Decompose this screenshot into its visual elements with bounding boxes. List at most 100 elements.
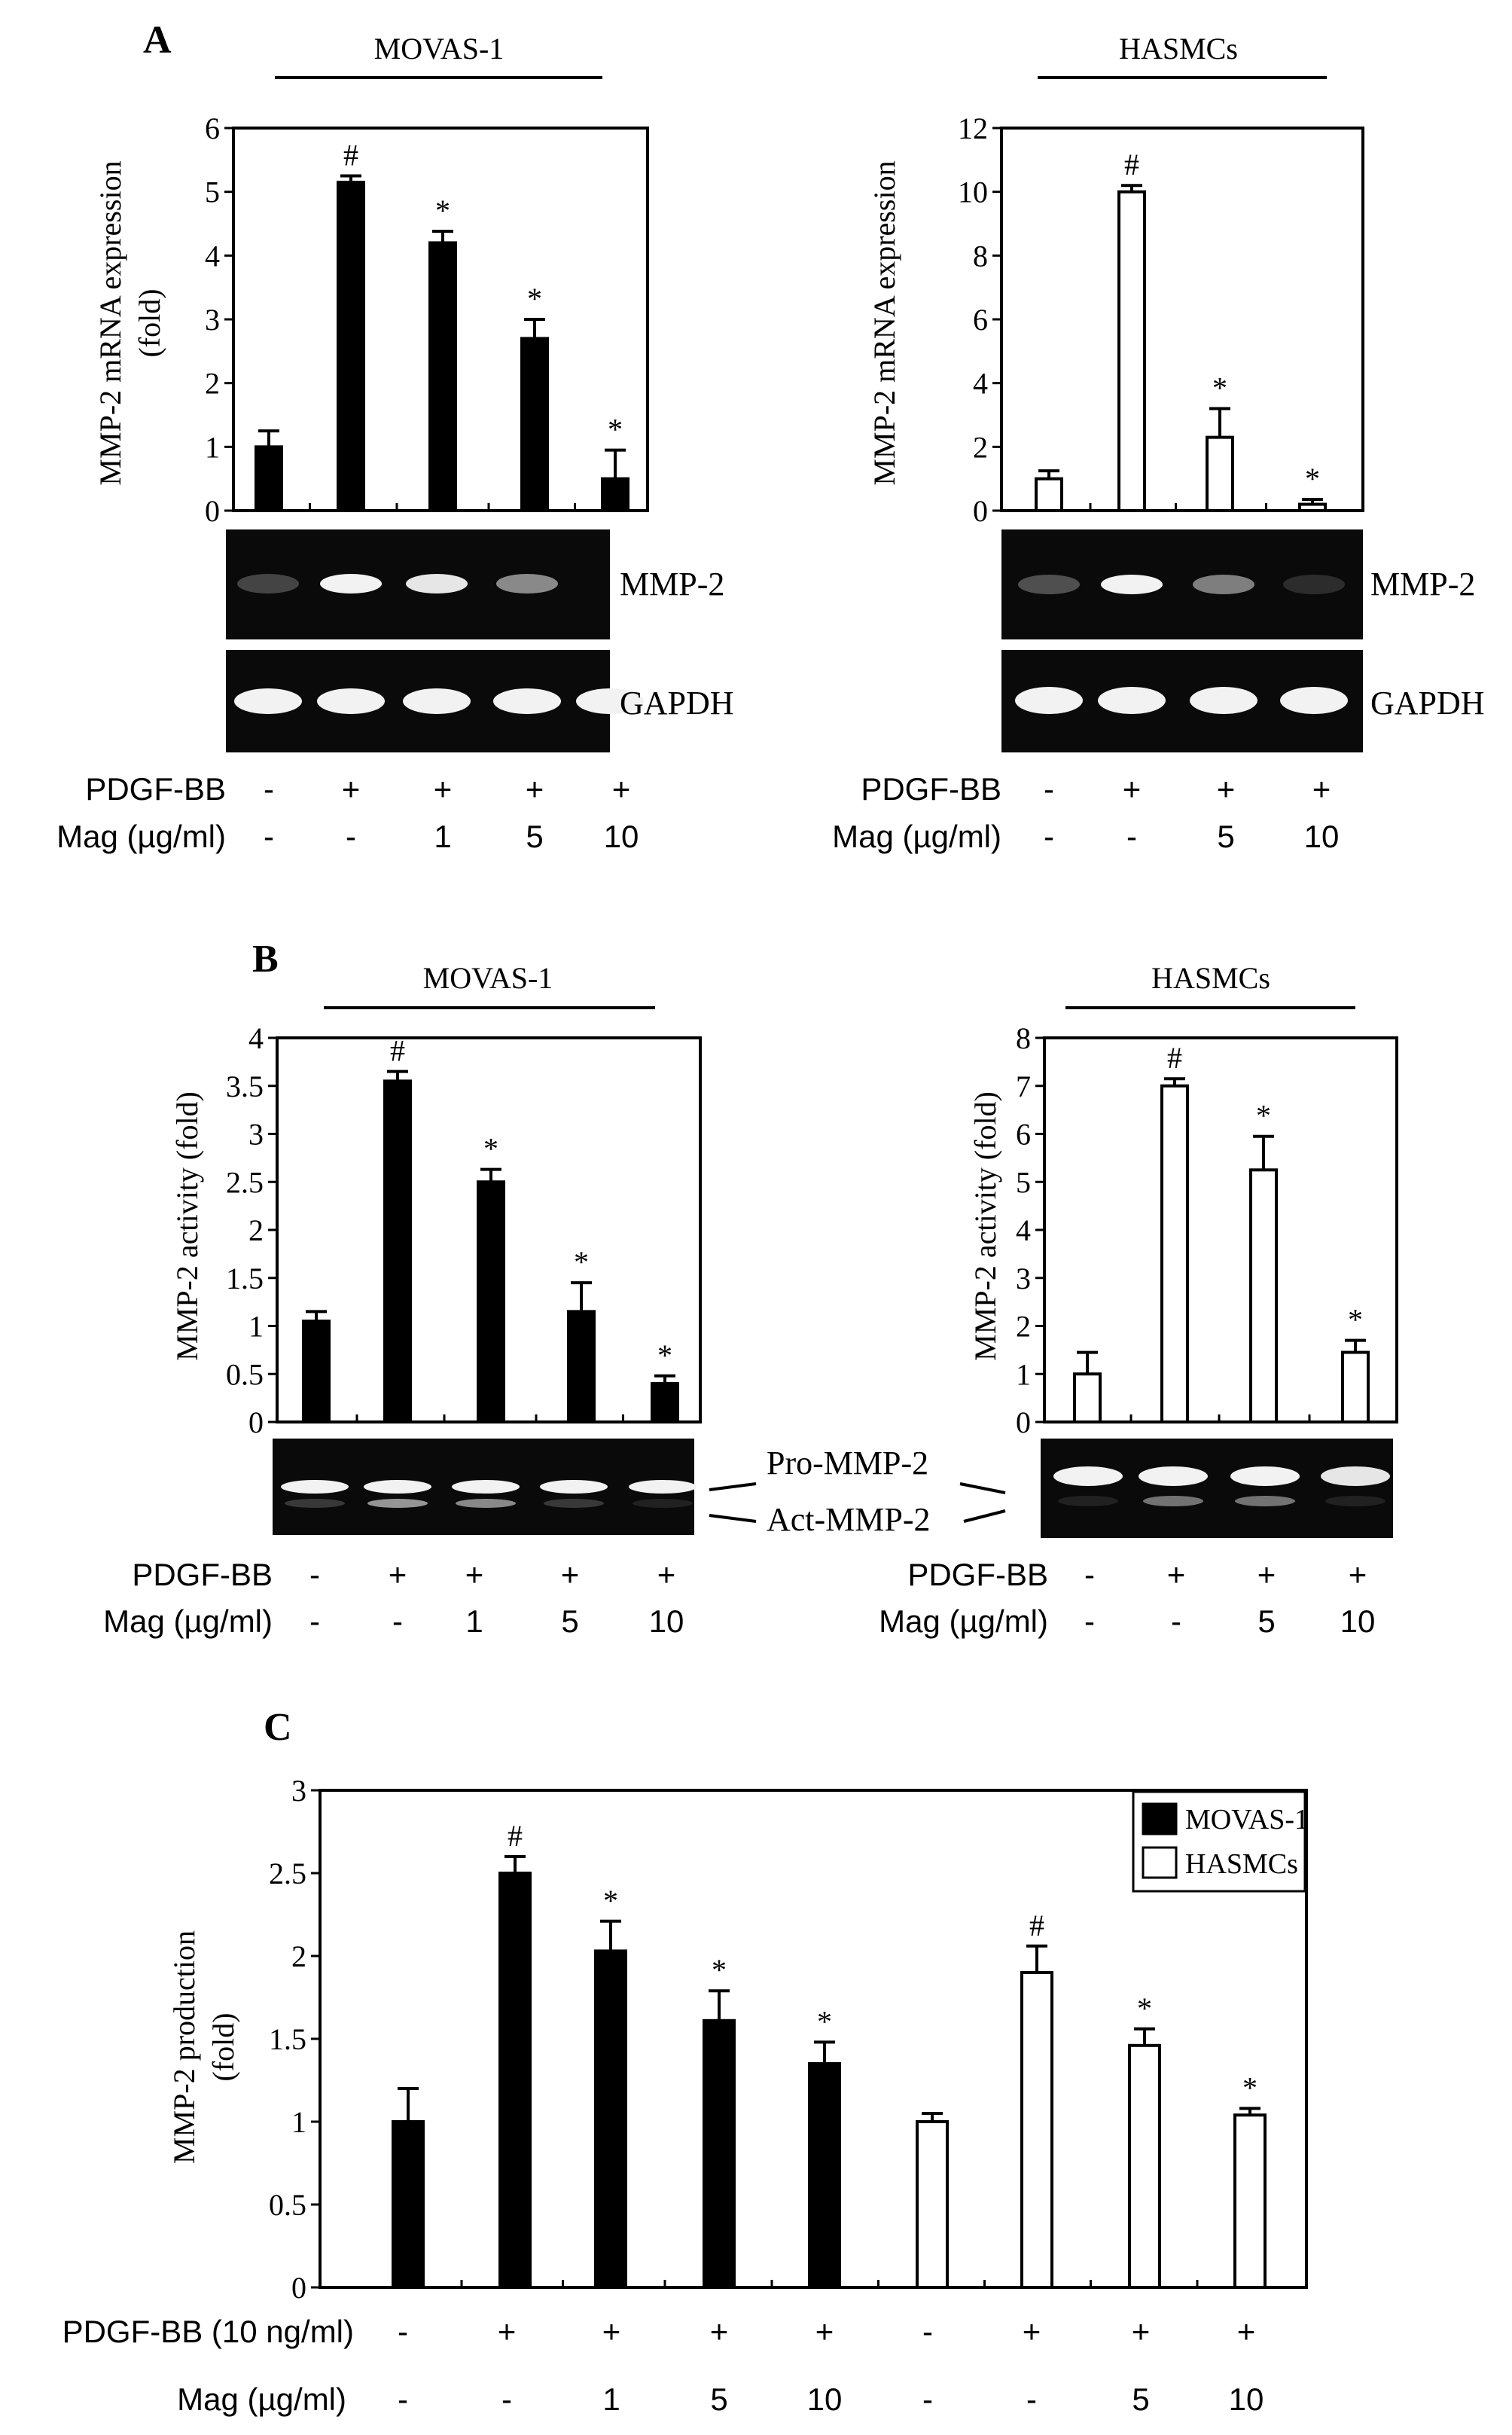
bar xyxy=(1117,190,1146,513)
y-tick-label: 0 xyxy=(1016,1405,1031,1439)
y-tick-label: 1 xyxy=(205,430,220,464)
gel-zymography-b-right xyxy=(1041,1439,1393,1538)
significance-mark: * xyxy=(435,194,450,227)
gel-band xyxy=(1143,1496,1203,1506)
mag-treatment: 10 xyxy=(1340,1603,1376,1639)
mag-treatment: - xyxy=(1044,819,1054,854)
y-tick-label: 1 xyxy=(248,1310,264,1344)
bar xyxy=(1073,1372,1102,1423)
gel-band xyxy=(452,1480,520,1494)
bar xyxy=(1206,435,1234,513)
gel-band xyxy=(1283,575,1345,594)
mag-treatment: - xyxy=(922,2382,933,2417)
bars-b-left: # * * * xyxy=(302,1034,679,1423)
y-tick-label: 3 xyxy=(205,303,220,337)
gel-band xyxy=(1280,687,1348,714)
mag-label-a-left: Mag (µg/ml) xyxy=(56,819,226,854)
mag-label-c: Mag (µg/ml) xyxy=(177,2382,346,2417)
y-tick-label: 6 xyxy=(1016,1118,1031,1152)
group-label-b-right: HASMCs xyxy=(1151,961,1270,995)
gel-label-gapdh-a-left: GAPDH xyxy=(620,685,734,722)
pdgf-treatment: + xyxy=(1312,771,1331,807)
bar xyxy=(1249,1168,1278,1423)
mag-treatment: 5 xyxy=(561,1603,578,1639)
y-tick-label: 8 xyxy=(1016,1021,1031,1055)
gel-band xyxy=(1230,1466,1300,1486)
gel-band xyxy=(633,1499,693,1508)
bar xyxy=(1128,2043,1161,2290)
significance-mark: * xyxy=(1256,1099,1271,1133)
y-tick-label: 1.5 xyxy=(226,1262,264,1295)
bar xyxy=(477,1180,505,1423)
gel-band xyxy=(367,1499,428,1508)
y-tick-label: 3.5 xyxy=(226,1070,264,1103)
mag-treatment: 10 xyxy=(649,1603,684,1639)
pdgf-treatment: + xyxy=(815,2314,834,2349)
pdgf-treatment: + xyxy=(1257,1557,1276,1592)
mag-treatment: 10 xyxy=(807,2382,843,2417)
gel-band xyxy=(456,1499,516,1508)
pdgf-treatment: + xyxy=(602,2314,621,2349)
y-tick-label: 0 xyxy=(291,2271,306,2305)
y-tick-label: 3 xyxy=(1016,1262,1031,1295)
gel-bands-a-right-mmp2 xyxy=(1018,575,1345,594)
legend-label-movas1: MOVAS-1 xyxy=(1185,1804,1309,1835)
group-label-a-left: MOVAS-1 xyxy=(374,32,505,66)
gel-band xyxy=(406,574,468,593)
ylabel-a-left-1: MMP-2 mRNA expression xyxy=(93,160,127,485)
mag-treatment: 1 xyxy=(434,819,451,854)
pdgf-label-b-left: PDGF-BB xyxy=(132,1557,273,1592)
gel-band xyxy=(317,688,385,714)
y-tick-label: 6 xyxy=(973,303,988,337)
act-mmp2-pointer-left xyxy=(709,1514,757,1523)
y-tick-label: 4 xyxy=(973,367,988,401)
pdgf-treatment: + xyxy=(498,2314,517,2349)
pdgf-treatment: - xyxy=(1084,1557,1095,1592)
mag-treatment: - xyxy=(1126,819,1137,854)
significance-mark: # xyxy=(1124,148,1139,182)
mag-treatment: - xyxy=(1171,1603,1181,1639)
bar xyxy=(601,477,629,513)
y-axis-a-left: 0 1 2 3 4 5 6 xyxy=(205,111,576,528)
mag-treatment: 5 xyxy=(1257,1603,1275,1639)
bars-b-right: # * * xyxy=(1073,1041,1370,1423)
pdgf-treatment: + xyxy=(1023,2314,1041,2349)
gel-band xyxy=(1321,1466,1390,1486)
pdgf-treatment: + xyxy=(389,1557,407,1592)
y-axis-b-right: 0 1 2 3 4 5 6 7 8 xyxy=(1016,1021,1311,1439)
y-tick-label: 2.5 xyxy=(269,1857,306,1890)
bar xyxy=(916,2120,949,2289)
gel-band xyxy=(1098,687,1166,714)
pdgf-treatment: + xyxy=(1132,2314,1151,2349)
treatments-b-right: - + + + - - 5 10 xyxy=(1084,1557,1375,1639)
bar xyxy=(520,337,549,512)
gel-band xyxy=(281,1480,349,1494)
pdgf-treatment: + xyxy=(1237,2314,1256,2349)
treatments-b-left: - + + + + - - 1 5 10 xyxy=(309,1557,684,1639)
gel-band xyxy=(540,1480,608,1494)
gel-bands-b-left xyxy=(281,1480,697,1508)
gel-label-act-mmp2: Act-MMP-2 xyxy=(767,1501,931,1538)
pdgf-treatment: - xyxy=(1044,771,1054,807)
mag-treatment: - xyxy=(264,819,274,854)
gel-band xyxy=(1235,1496,1295,1506)
gel-band xyxy=(403,688,471,714)
mag-treatment: 10 xyxy=(1229,2382,1264,2417)
y-tick-label: 2 xyxy=(973,430,988,464)
mag-treatment: - xyxy=(1026,2382,1037,2417)
pdgf-treatment: - xyxy=(398,2314,408,2349)
bar xyxy=(1298,502,1327,512)
significance-mark: * xyxy=(527,282,542,316)
bar xyxy=(808,2062,841,2289)
y-tick-label: 0 xyxy=(205,494,220,528)
y-tick-label: 1.5 xyxy=(269,2022,306,2056)
y-axis-a-right: 0 2 4 6 8 10 12 xyxy=(958,111,1267,528)
y-tick-label: 4 xyxy=(248,1021,264,1055)
bar xyxy=(1035,477,1063,513)
gel-label-gapdh-a-right: GAPDH xyxy=(1370,685,1485,722)
significance-mark: # xyxy=(1167,1041,1182,1075)
significance-mark: * xyxy=(483,1132,498,1166)
gel-mmp2-a-right xyxy=(1001,529,1363,639)
bar xyxy=(383,1079,412,1423)
